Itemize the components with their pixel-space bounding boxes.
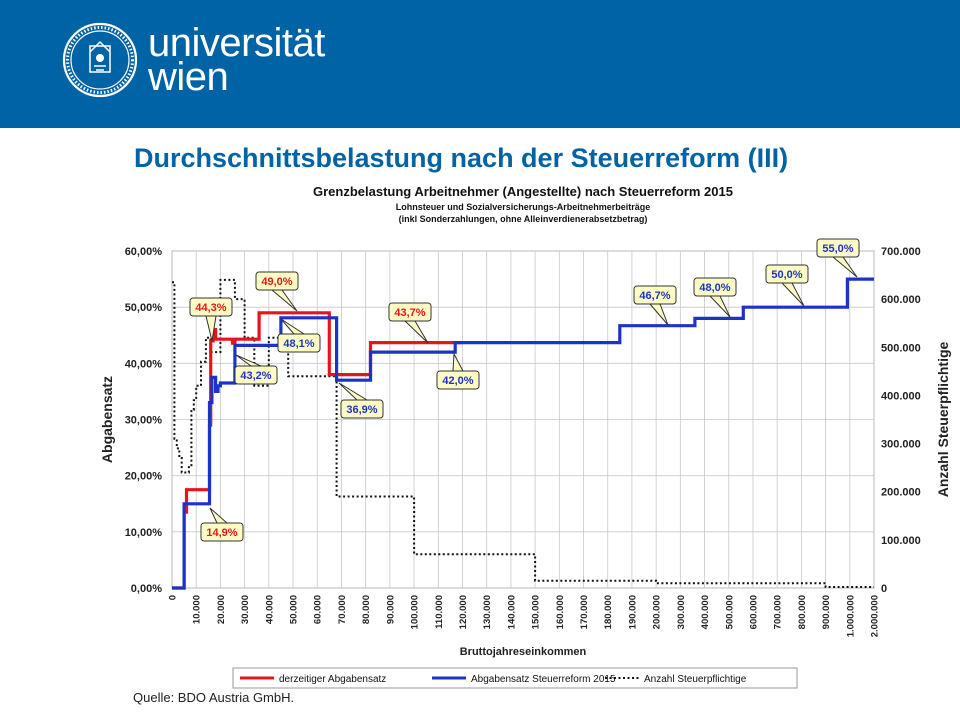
series-line — [172, 311, 463, 590]
annotation-label: 14,9% — [206, 527, 237, 539]
x-tick-label: 400.000 — [700, 595, 711, 629]
logo-line-1: universität — [148, 21, 325, 65]
annotation-box — [693, 277, 737, 297]
y2-tick-label: 400.000 — [881, 390, 921, 402]
slide-title: Durchschnittsbelastung nach der Steuerre… — [134, 143, 789, 173]
annotation-label: 36,9% — [346, 404, 377, 416]
x-tick-label: 170.000 — [579, 595, 590, 629]
annotation-box — [340, 399, 384, 419]
y2-tick-label: 200.000 — [881, 487, 921, 499]
x-tick-label: 120.000 — [458, 595, 469, 629]
x-tick-label: 10.000 — [192, 595, 203, 624]
annotation-label: 42,0% — [442, 375, 473, 387]
annotation-label: 43,2% — [240, 370, 271, 382]
chart-subtitle: (inkl Sonderzahlungen, ohne Alleinverdie… — [399, 214, 648, 224]
series-line — [172, 277, 874, 590]
x-tick-label: 800.000 — [797, 595, 808, 629]
y-tick-label: 60,00% — [125, 246, 163, 258]
annotation-label: 44,3% — [195, 302, 226, 314]
x-tick-label: 150.000 — [531, 595, 542, 629]
annotation-box — [255, 271, 299, 291]
chart-subtitle: Lohnsteuer und Sozialversicherungs-Arbei… — [396, 202, 651, 212]
x-tick-label: 90.000 — [385, 595, 396, 624]
chart-series — [172, 277, 874, 590]
x-tick-label: 30.000 — [240, 595, 251, 624]
chart-titles: Grenzbelastung Arbeitnehmer (Angestellte… — [313, 184, 733, 224]
x-tick-label: 200.000 — [652, 595, 663, 629]
x-tick-label: 70.000 — [337, 595, 348, 624]
x-tick-label: 700.000 — [773, 595, 784, 629]
x-tick-label: 500.000 — [724, 595, 735, 629]
x-tick-label: 100.000 — [410, 595, 421, 629]
x-tick-label: 180.000 — [603, 595, 614, 629]
y2-tick-label: 700.000 — [881, 246, 921, 258]
y-tick-label: 20,00% — [125, 471, 163, 483]
x-tick-label: 160.000 — [555, 595, 566, 629]
x-tick-label: 300.000 — [676, 595, 687, 629]
x-tick-label: 140.000 — [506, 595, 517, 629]
y2-tick-label: 0 — [881, 583, 887, 595]
x-tick-label: 40.000 — [264, 595, 275, 624]
annotation-box — [200, 522, 244, 542]
annotation-box — [189, 297, 233, 317]
annotation-label: 49,0% — [261, 276, 292, 288]
annotation-label: 43,7% — [394, 307, 425, 319]
y2-tick-label: 600.000 — [881, 294, 921, 306]
x-tick-label: 50.000 — [289, 595, 300, 624]
annotation-label: 46,7% — [639, 290, 670, 302]
legend-box — [232, 667, 798, 689]
annotation-box — [388, 302, 432, 322]
header-banner: universität wien — [0, 0, 960, 128]
annotation-box — [633, 285, 677, 305]
x-tick-label: 80.000 — [361, 595, 372, 624]
legend-label: derzeitiger Abgabensatz — [279, 674, 386, 685]
x-tick-label: 1.000.000 — [845, 595, 856, 637]
x-tick-label: 110.000 — [434, 595, 445, 629]
x-tick-label: 190.000 — [627, 595, 638, 629]
y2-tick-label: 500.000 — [881, 342, 921, 354]
chart-legend: derzeitiger Abgabensatz Abgabensatz Steue… — [232, 667, 798, 689]
y2-tick-label: 300.000 — [881, 439, 921, 451]
y2-axis-title: Anzahl Steuerpflichtige — [935, 342, 951, 498]
x-tick-label: 60.000 — [313, 595, 324, 624]
annotation-label: 48,1% — [283, 338, 314, 350]
x-tick-label: 20.000 — [216, 595, 227, 624]
annotation-box — [234, 365, 278, 385]
annotation-box — [765, 264, 809, 284]
x-axis-title: Bruttojahreseinkommen — [460, 646, 587, 658]
y-tick-label: 30,00% — [125, 415, 163, 427]
y-tick-label: 0,00% — [131, 583, 162, 595]
chart-axes: 0 10.000 20.000 30.000 40.000 50.000 60.000 70.… — [99, 246, 951, 658]
chart-title: Grenzbelastung Arbeitnehmer (Angestellte… — [313, 184, 733, 199]
series-line — [172, 278, 874, 588]
source-note: Quelle: BDO Austria GmbH. — [133, 690, 295, 705]
logo-line-2: wien — [148, 55, 229, 99]
y-tick-label: 10,00% — [125, 527, 163, 539]
annotation-box — [816, 238, 860, 258]
annotation-label: 50,0% — [771, 269, 802, 281]
legend-label: Anzahl Steuerpflichtige — [644, 674, 747, 685]
annotation-label: 48,0% — [699, 282, 730, 294]
y-axis-title: Abgabensatz — [99, 376, 115, 463]
chart-grid — [171, 250, 875, 589]
chart-annotations: 44,3% 49,0% 43,7% 14,9% 43,2% 48,1% 36,9% 42,0%… — [189, 238, 860, 542]
annotation-box — [277, 333, 321, 353]
legend-label: Abgabensatz Steuerreform 2015 — [471, 674, 616, 685]
university-seal-icon — [62, 22, 138, 98]
x-tick-label: 130.000 — [482, 595, 493, 629]
x-tick-label: 900.000 — [821, 595, 832, 629]
x-tick-label: 600.000 — [748, 595, 759, 629]
x-tick-label: 0 — [168, 595, 179, 600]
y2-tick-label: 100.000 — [881, 535, 921, 547]
annotation-box — [436, 370, 480, 390]
annotation-label: 55,0% — [822, 243, 853, 255]
x-tick-label: 2.000.000 — [870, 595, 881, 637]
y-tick-label: 50,00% — [125, 302, 163, 314]
university-logo-text: universität wien — [148, 21, 325, 99]
y-tick-label: 40,00% — [125, 358, 163, 370]
